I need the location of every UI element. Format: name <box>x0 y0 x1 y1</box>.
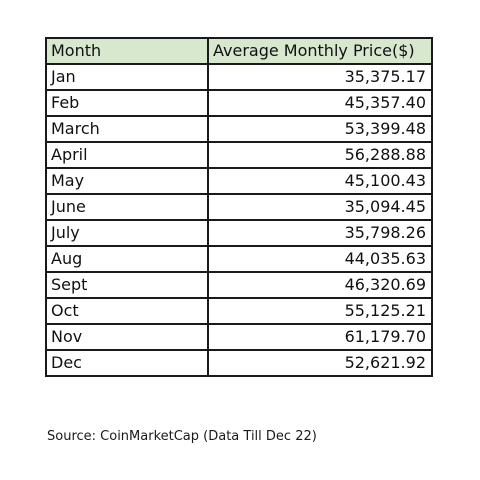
price-cell: 35,094.45 <box>207 193 433 221</box>
price-cell: 45,357.40 <box>207 89 433 117</box>
month-cell: July <box>45 219 209 247</box>
table-row: Jan 35,375.17 <box>45 63 433 91</box>
month-cell: June <box>45 193 209 221</box>
price-cell: 53,399.48 <box>207 115 433 143</box>
price-cell: 35,375.17 <box>207 63 433 91</box>
price-cell: 52,621.92 <box>207 349 433 377</box>
month-cell: Nov <box>45 323 209 351</box>
month-cell: Aug <box>45 245 209 273</box>
price-cell: 44,035.63 <box>207 245 433 273</box>
table-row: May 45,100.43 <box>45 167 433 195</box>
price-cell: 56,288.88 <box>207 141 433 169</box>
source-caption: Source: CoinMarketCap (Data Till Dec 22) <box>47 429 317 444</box>
month-cell: Feb <box>45 89 209 117</box>
price-cell: 46,320.69 <box>207 271 433 299</box>
table-row: June 35,094.45 <box>45 193 433 221</box>
month-cell: April <box>45 141 209 169</box>
month-cell: May <box>45 167 209 195</box>
price-cell: 45,100.43 <box>207 167 433 195</box>
price-cell: 35,798.26 <box>207 219 433 247</box>
header-average-monthly-price: Average Monthly Price($) <box>207 37 433 65</box>
month-cell: Dec <box>45 349 209 377</box>
price-cell: 55,125.21 <box>207 297 433 325</box>
table-row: Feb 45,357.40 <box>45 89 433 117</box>
average-monthly-price-table: Month Average Monthly Price($) Jan 35,37… <box>45 37 433 377</box>
month-cell: Jan <box>45 63 209 91</box>
month-cell: Oct <box>45 297 209 325</box>
table-row: April 56,288.88 <box>45 141 433 169</box>
header-month: Month <box>45 37 209 65</box>
month-cell: March <box>45 115 209 143</box>
table-row: July 35,798.26 <box>45 219 433 247</box>
month-cell: Sept <box>45 271 209 299</box>
table-row: Sept 46,320.69 <box>45 271 433 299</box>
table-header-row: Month Average Monthly Price($) <box>45 37 433 65</box>
table-row: Oct 55,125.21 <box>45 297 433 325</box>
table-row: March 53,399.48 <box>45 115 433 143</box>
table-row: Dec 52,621.92 <box>45 349 433 377</box>
price-cell: 61,179.70 <box>207 323 433 351</box>
table-row: Nov 61,179.70 <box>45 323 433 351</box>
table-row: Aug 44,035.63 <box>45 245 433 273</box>
price-table-container: Month Average Monthly Price($) Jan 35,37… <box>45 37 433 377</box>
